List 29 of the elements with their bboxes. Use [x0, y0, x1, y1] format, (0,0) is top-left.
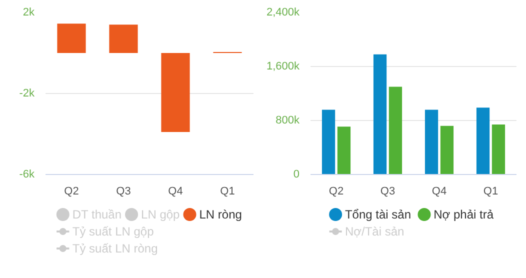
x-tick-label: Q2 [64, 186, 79, 198]
y-tick-label: 2k [22, 6, 35, 18]
bar [337, 126, 351, 174]
y-tick-label: 2,400k [266, 6, 300, 18]
y-tick-label: 1,600k [266, 60, 300, 72]
bar [388, 86, 402, 174]
y-tick-label: 0 [293, 168, 300, 180]
bar [161, 53, 190, 132]
x-tick-label: Q1 [220, 186, 235, 198]
bar [109, 24, 138, 53]
bar [373, 54, 387, 174]
x-tick-label: Q2 [328, 186, 344, 198]
x-tick-label: Q3 [116, 186, 131, 198]
x-tick-label: Q4 [432, 186, 447, 198]
legend-label: LN ròng [199, 208, 242, 222]
x-tick-label: Q4 [168, 186, 183, 198]
bar [476, 108, 490, 174]
x-tick-label: Q1 [483, 186, 498, 198]
y-tick-label: 800k [276, 114, 300, 126]
bar [440, 126, 454, 174]
bar [492, 124, 506, 174]
x-tick-label: Q3 [380, 186, 396, 198]
y-tick-label: -2k [19, 88, 35, 100]
bar [57, 24, 86, 53]
y-tick-label: -6k [19, 168, 35, 180]
bar [424, 110, 438, 174]
bar [322, 110, 336, 174]
legend-label: Nợ phải trả [434, 208, 494, 222]
legend-label: Tổng tài sản [344, 208, 412, 222]
